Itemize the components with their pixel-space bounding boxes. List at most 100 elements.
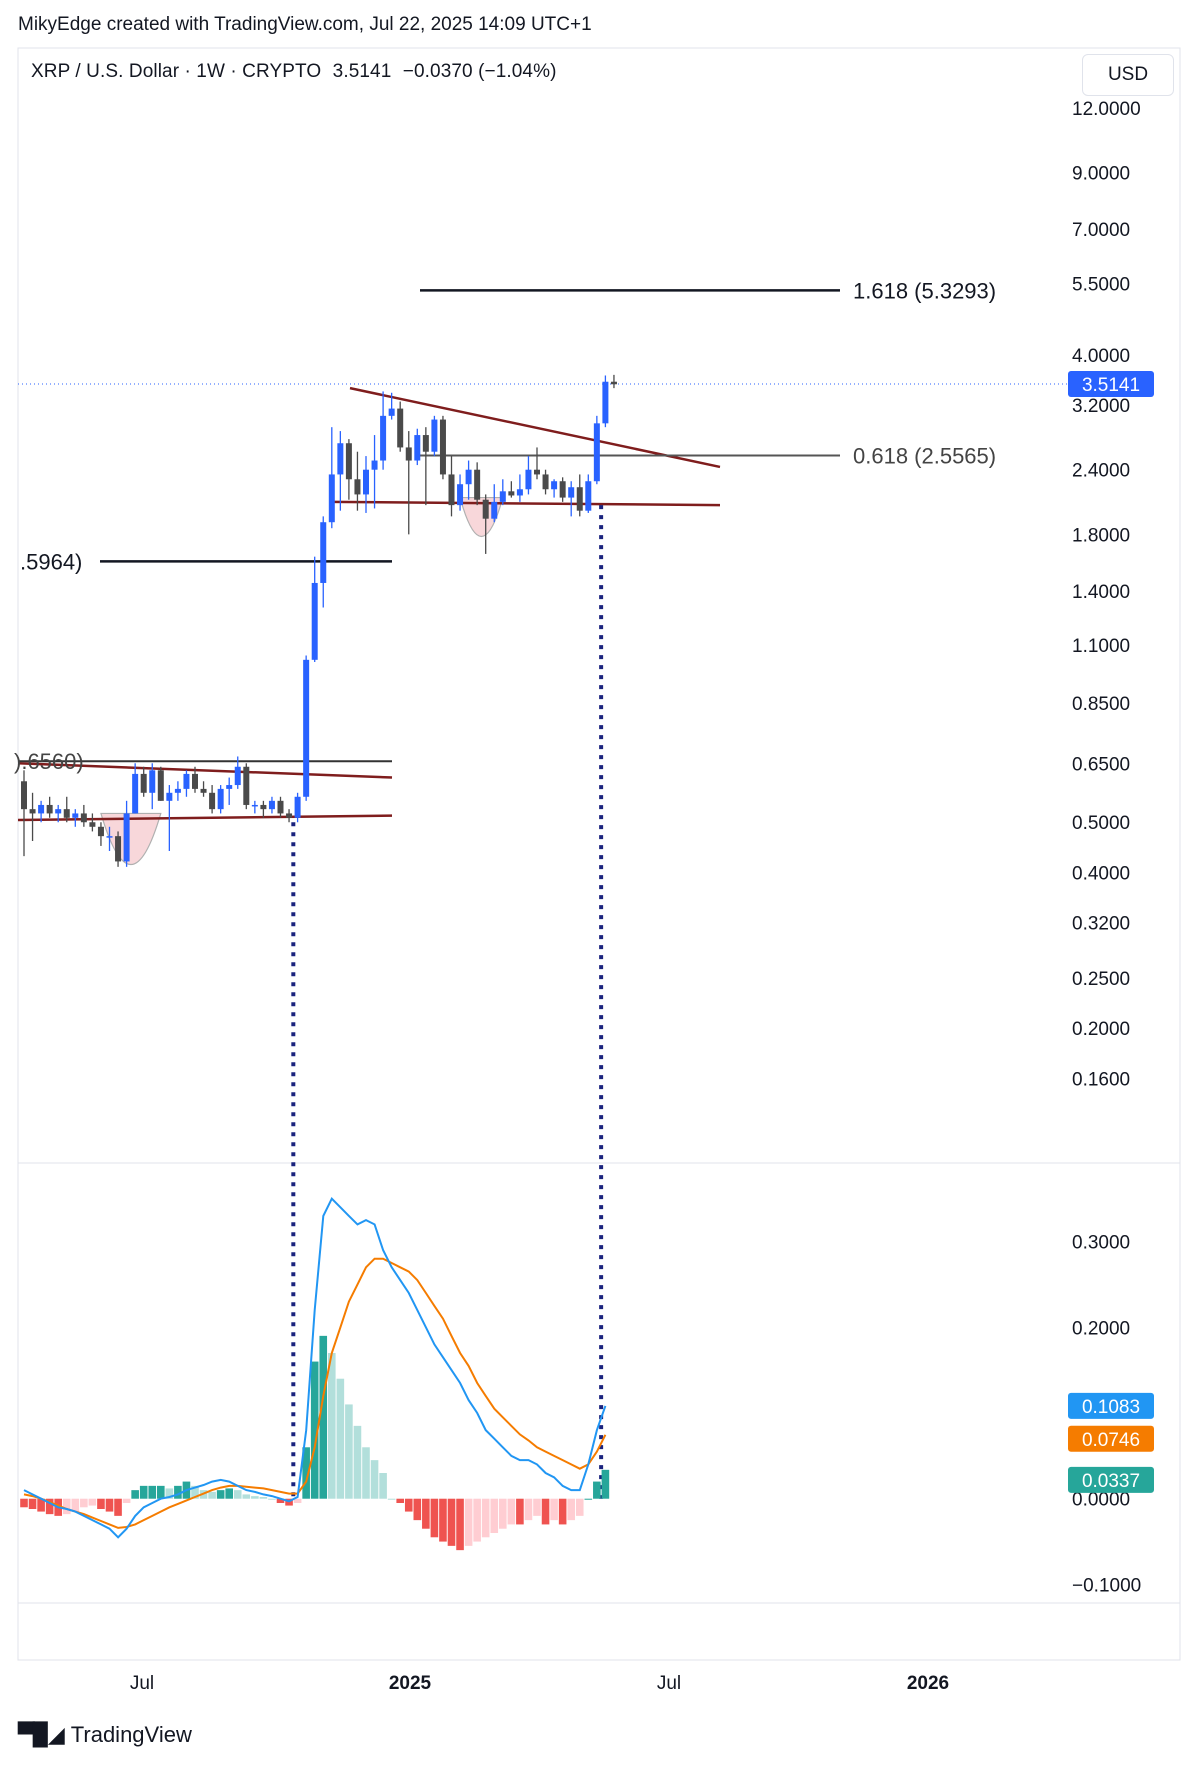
- price-axis-tick: 0.2000: [1072, 1019, 1130, 1040]
- candle-body: [149, 770, 156, 793]
- candle-body: [200, 788, 207, 793]
- candle-body: [234, 766, 241, 786]
- macd-histogram-bar: [259, 1497, 268, 1499]
- candle-body: [559, 481, 566, 498]
- time-axis-tick: Jul: [657, 1673, 681, 1694]
- time-axis-tick: Jul: [130, 1673, 154, 1694]
- price-axis-tick: 7.0000: [1072, 220, 1130, 241]
- candle-body: [226, 785, 233, 789]
- candle-body: [414, 435, 421, 461]
- candle-body: [337, 443, 344, 475]
- macd-histogram-bar: [242, 1494, 251, 1499]
- candle-body: [448, 474, 455, 506]
- candle-body: [123, 813, 130, 862]
- tradingview-logo: ▀▉◢ TradingView: [18, 1722, 192, 1748]
- macd-histogram-bar: [122, 1498, 131, 1503]
- macd-histogram-bar: [302, 1447, 310, 1499]
- candle-body: [303, 659, 310, 797]
- candle-body: [243, 766, 250, 805]
- macd-histogram-bar: [88, 1498, 97, 1506]
- fib-label: .5964): [20, 549, 82, 574]
- last-price: 3.5141: [332, 61, 392, 82]
- candle-body: [46, 804, 53, 814]
- price-axis-tick: 0.3200: [1072, 914, 1130, 935]
- price-axis-tick: 4.0000: [1072, 346, 1130, 367]
- macd-histogram-bar: [233, 1490, 242, 1499]
- candle-body: [499, 491, 506, 502]
- candle-body: [474, 469, 481, 500]
- candle-body: [328, 474, 335, 523]
- candle-body: [260, 804, 267, 810]
- candle-body: [157, 770, 164, 801]
- price-axis-tick: 0.1600: [1072, 1069, 1130, 1090]
- candle-body: [106, 836, 113, 838]
- candle-body: [363, 469, 369, 495]
- macd-histogram-bar: [225, 1488, 233, 1499]
- macd-histogram-bar: [165, 1488, 174, 1499]
- candle-body: [209, 792, 216, 810]
- macd-histogram-bar: [516, 1498, 524, 1525]
- macd-histogram-bar: [208, 1491, 216, 1499]
- last-price-label: 3.5141: [1082, 375, 1140, 396]
- price-axis-tick: 5.5000: [1072, 274, 1130, 295]
- macd-histogram-bar: [114, 1498, 122, 1516]
- fib-label: ).6560): [14, 749, 84, 774]
- macd-histogram-bar: [601, 1469, 610, 1499]
- macd-axis-tick: −0.1000: [1072, 1575, 1141, 1596]
- macd-histogram-bar: [80, 1498, 88, 1508]
- macd-histogram-bar: [456, 1498, 464, 1551]
- candle-body: [439, 419, 446, 475]
- macd-histogram-bar: [464, 1498, 473, 1546]
- macd-histogram-bar: [345, 1404, 353, 1499]
- candle-body: [610, 381, 617, 385]
- candle-body: [457, 484, 464, 506]
- price-axis-tick: 0.4000: [1072, 863, 1130, 884]
- macd-histogram-bar: [45, 1498, 54, 1515]
- macd-histogram-bar: [584, 1498, 593, 1500]
- candle-body: [268, 800, 275, 810]
- macd-histogram-bar: [157, 1485, 165, 1499]
- candle-body: [525, 469, 532, 490]
- price-axis-tick: 2.4000: [1072, 461, 1130, 482]
- macd-histogram-bar: [174, 1485, 182, 1499]
- histogram-value-label-bg: [1068, 1466, 1154, 1493]
- candle-body: [542, 474, 549, 490]
- support-trendline: [17, 814, 393, 822]
- macd-histogram-bar: [71, 1498, 80, 1512]
- candle-body: [183, 773, 190, 789]
- price-axis-tick: 0.8500: [1072, 694, 1130, 715]
- candle-body: [516, 489, 523, 496]
- macd-histogram-bar: [28, 1498, 37, 1509]
- macd-value-label-bg: [1068, 1392, 1154, 1419]
- candle-body: [320, 522, 327, 583]
- macd-axis-tick: 0.0000: [1072, 1490, 1130, 1511]
- candle-body: [380, 415, 387, 461]
- candle-body: [286, 813, 293, 818]
- price-axis-tick: 1.1000: [1072, 636, 1130, 657]
- candle-body: [140, 773, 147, 793]
- candle-body: [422, 435, 429, 452]
- candle-body: [38, 804, 45, 814]
- macd-histogram-bar: [447, 1498, 456, 1546]
- macd-line: [23, 1197, 607, 1539]
- support-trendline: [329, 500, 721, 507]
- candle-body: [63, 809, 70, 818]
- macd-histogram-bar: [37, 1498, 45, 1512]
- macd-histogram-bar: [558, 1498, 567, 1525]
- symbol-name: XRP / U.S. Dollar · 1W · CRYPTO: [31, 61, 322, 82]
- currency-button[interactable]: USD: [1082, 54, 1174, 96]
- symbol-info: XRP / U.S. Dollar · 1W · CRYPTO 3.5141 −…: [31, 61, 563, 83]
- candle-body: [97, 826, 104, 837]
- macd-histogram-bar: [191, 1485, 199, 1499]
- candle-body: [534, 469, 540, 475]
- histogram-value-label: 0.0337: [1082, 1471, 1140, 1492]
- macd-histogram-bar: [97, 1498, 105, 1509]
- macd-histogram-bar: [319, 1335, 328, 1499]
- macd-histogram-bar: [473, 1498, 481, 1542]
- chart-attribution: MikyEdge created with TradingView.com, J…: [18, 14, 592, 35]
- macd-histogram-bar: [413, 1498, 422, 1521]
- candle-body: [508, 491, 515, 496]
- macd-histogram-bar: [328, 1353, 336, 1499]
- last-price-label-bg: [1068, 371, 1154, 398]
